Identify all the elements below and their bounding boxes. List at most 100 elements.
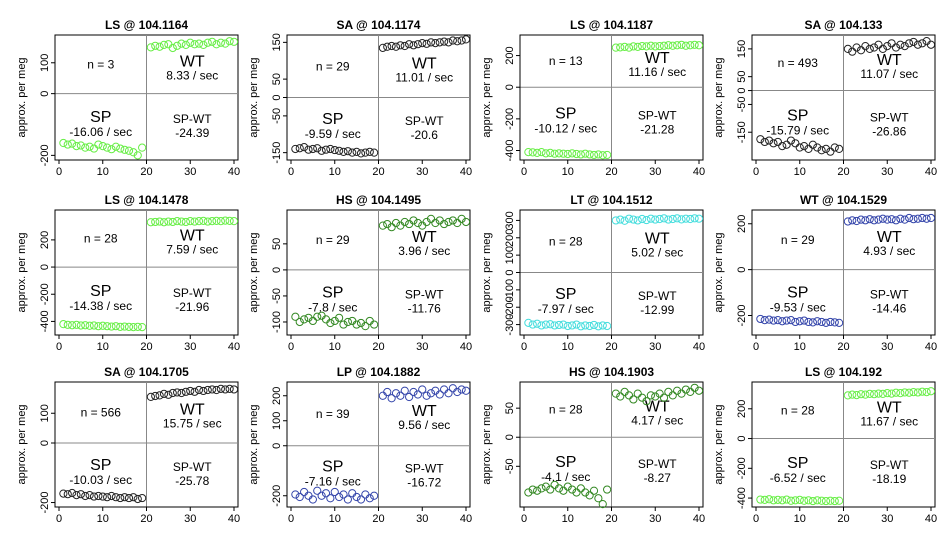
- x-tick-label: 10: [329, 341, 341, 353]
- sp-point: [76, 490, 85, 499]
- y-axis-label: approx. per meg: [248, 57, 260, 137]
- y-tick-label: -200: [504, 296, 516, 318]
- sp-point: [370, 320, 379, 329]
- wt-point: [918, 387, 927, 396]
- y-tick-label: -100: [504, 279, 516, 301]
- wt-point: [216, 38, 225, 47]
- sp-point: [576, 322, 585, 331]
- sp-point: [321, 489, 331, 498]
- n-count-label: n = 13: [549, 54, 583, 68]
- wt-point: [444, 217, 453, 227]
- sp-rate-label: -4.1 / sec: [541, 470, 590, 484]
- wt-point: [177, 39, 186, 48]
- wt-point: [856, 46, 866, 55]
- wt-point: [896, 389, 905, 398]
- wt-point: [181, 217, 190, 227]
- n-count-label: n = 29: [316, 59, 350, 73]
- sp-point: [756, 314, 765, 324]
- chart-title: LS @ 104.1164: [105, 18, 188, 32]
- wt-point: [852, 390, 861, 400]
- x-tick-label: 30: [881, 513, 893, 525]
- wt-point: [212, 216, 221, 225]
- wt-point: [874, 215, 883, 224]
- diff-value-label: -21.96: [175, 300, 209, 314]
- sp-point: [572, 149, 581, 159]
- wt-point: [922, 388, 931, 397]
- sp-point: [81, 143, 90, 152]
- x-tick-label: 10: [562, 513, 574, 525]
- sp-point: [94, 140, 103, 149]
- wt-point: [883, 42, 892, 51]
- wt-point: [874, 40, 883, 49]
- sp-point: [782, 316, 791, 325]
- wt-point: [926, 387, 936, 396]
- sp-point: [352, 147, 361, 157]
- sp-point: [348, 489, 357, 498]
- wt-point: [168, 217, 177, 227]
- x-tick-label: 20: [140, 513, 152, 525]
- sp-point: [103, 143, 112, 152]
- wt-point: [896, 214, 905, 223]
- x-tick-label: 0: [753, 513, 759, 525]
- y-tick-label: 0: [271, 443, 283, 449]
- wt-label: WT: [877, 399, 902, 416]
- y-tick-label: 200: [736, 400, 748, 418]
- wt-point: [194, 39, 204, 48]
- sp-point: [76, 141, 85, 150]
- sp-rate-label: -15.79 / sec: [766, 123, 829, 137]
- sp-point: [791, 139, 800, 148]
- sp-point: [603, 321, 612, 331]
- wt-point: [186, 386, 195, 396]
- y-axis-label: approx. per meg: [16, 232, 28, 312]
- wt-point: [616, 392, 625, 401]
- wt-point: [173, 217, 182, 226]
- sp-label: SP: [90, 457, 111, 474]
- wt-point: [457, 36, 466, 45]
- sp-point: [89, 144, 99, 153]
- wt-point: [159, 40, 169, 49]
- wt-point: [190, 217, 199, 226]
- sp-point: [308, 495, 317, 504]
- sp-point: [546, 485, 555, 494]
- sp-point: [791, 317, 800, 327]
- sp-point: [295, 317, 304, 327]
- wt-point: [396, 41, 405, 50]
- sp-point: [773, 315, 782, 325]
- n-count-label: n = 3: [87, 57, 114, 71]
- sp-point: [585, 150, 594, 159]
- y-tick-label: 100: [39, 54, 51, 72]
- sp-point: [85, 142, 94, 151]
- y-tick-label: 0: [39, 264, 51, 270]
- x-tick-label: 10: [562, 341, 574, 353]
- wt-point: [173, 41, 182, 50]
- x-tick-label: 40: [460, 341, 472, 353]
- x-tick-label: 0: [288, 166, 294, 178]
- chart-panel: LS @ 104.192 -400 -200 0 200 approx. per meg 0…: [713, 365, 937, 525]
- y-axis-label: approx. per meg: [248, 232, 260, 312]
- chart-panel: LS @ 104.1164 -200 0 100 approx. per meg 0 10 2…: [16, 18, 240, 178]
- wt-point: [146, 392, 155, 401]
- wt-point: [664, 215, 673, 224]
- wt-point: [646, 214, 655, 223]
- x-tick-label: 30: [184, 166, 196, 178]
- chart-title: LS @ 104.1478: [105, 193, 189, 207]
- sp-point: [308, 316, 317, 326]
- sp-point: [786, 315, 796, 325]
- wt-point: [177, 217, 186, 226]
- wt-point: [668, 214, 677, 224]
- y-axis-label: approx. per meg: [713, 57, 725, 137]
- x-tick-label: 0: [56, 513, 62, 525]
- wt-point: [168, 43, 177, 53]
- wt-point: [431, 218, 440, 228]
- sp-point: [133, 322, 142, 331]
- sp-point: [129, 493, 138, 502]
- sp-point: [756, 135, 765, 144]
- sp-point: [559, 149, 568, 158]
- wt-point: [905, 388, 914, 397]
- x-tick-label: 0: [521, 166, 527, 178]
- x-tick-label: 0: [288, 341, 294, 353]
- sp-point: [103, 493, 112, 502]
- sp-point: [365, 494, 374, 503]
- sp-point: [68, 488, 77, 498]
- wt-point: [448, 384, 457, 393]
